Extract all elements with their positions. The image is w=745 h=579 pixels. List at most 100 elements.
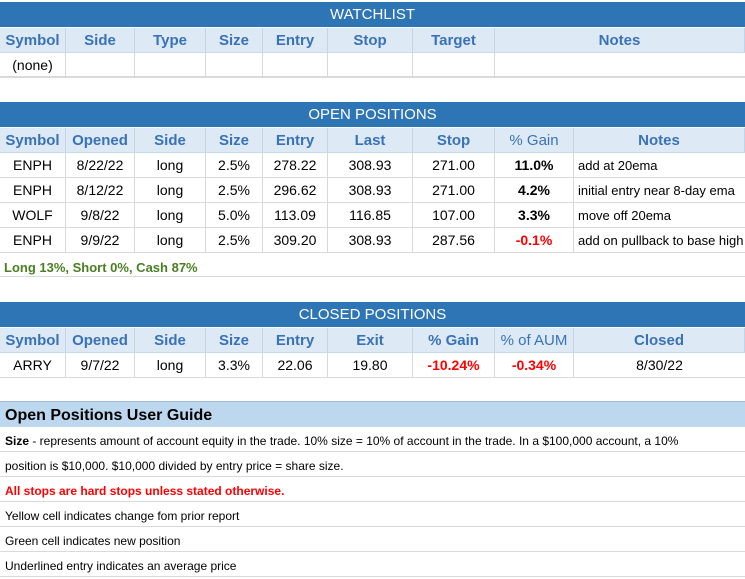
guide-size-text: - represents amount of account equity in… <box>29 434 679 448</box>
cell-entry[interactable]: 278.22 <box>263 153 328 177</box>
cell-symbol[interactable]: ENPH <box>0 153 66 177</box>
cell-opened[interactable]: 9/8/22 <box>66 203 135 227</box>
table-row: ENPH 9/9/22 long 2.5% 309.20 308.93 287.… <box>0 228 745 253</box>
cell-closed[interactable]: 8/30/22 <box>636 357 683 373</box>
col-closed: Closed <box>574 328 745 352</box>
cell-side[interactable]: long <box>135 178 206 202</box>
col-opened: Opened <box>66 128 135 152</box>
cell-side[interactable]: long <box>135 353 206 377</box>
table-row: ENPH 8/22/22 long 2.5% 278.22 308.93 271… <box>0 153 745 178</box>
cell-notes[interactable]: initial entry near 8-day ema <box>578 183 735 198</box>
cell-size[interactable]: 2.5% <box>206 228 263 252</box>
table-row: WOLF 9/8/22 long 5.0% 113.09 116.85 107.… <box>0 203 745 228</box>
cell-entry[interactable]: 296.62 <box>263 178 328 202</box>
cell-notes[interactable]: move off 20ema <box>578 208 671 223</box>
cell-stop[interactable]: 287.56 <box>413 228 495 252</box>
cell-size[interactable] <box>206 53 263 77</box>
watchlist-title: WATCHLIST <box>0 2 745 27</box>
col-size: Size <box>206 128 263 152</box>
cell-opened[interactable]: 9/7/22 <box>66 353 135 377</box>
cell-side[interactable]: long <box>135 153 206 177</box>
guide-title: Open Positions User Guide <box>0 401 745 427</box>
cell-opened[interactable]: 8/22/22 <box>66 153 135 177</box>
cell-opened[interactable]: 9/9/22 <box>66 228 135 252</box>
col-entry: Entry <box>263 328 328 352</box>
watchlist-header-row: Symbol Side Type Size Entry Stop Target … <box>0 28 745 53</box>
cell-entry[interactable]: 22.06 <box>263 353 328 377</box>
cell-side[interactable] <box>66 53 135 77</box>
col-opened: Opened <box>66 328 135 352</box>
cell-notes[interactable]: add at 20ema <box>578 158 658 173</box>
col-entry: Entry <box>263 28 328 52</box>
cell-entry[interactable]: 309.20 <box>263 228 328 252</box>
col-gain: % Gain <box>495 128 574 152</box>
col-aum: % of AUM <box>495 328 574 352</box>
cell-last[interactable]: 308.93 <box>328 178 413 202</box>
cell-stop[interactable]: 271.00 <box>413 178 495 202</box>
col-side: Side <box>66 28 135 52</box>
cell-stop[interactable]: 271.00 <box>413 153 495 177</box>
cell-gain[interactable]: 11.0% <box>495 153 574 177</box>
cell-symbol[interactable]: (none) <box>0 53 66 77</box>
cell-opened[interactable]: 8/12/22 <box>66 178 135 202</box>
table-row: ENPH 8/12/22 long 2.5% 296.62 308.93 271… <box>0 178 745 203</box>
col-symbol: Symbol <box>0 128 66 152</box>
open-positions-header-row: Symbol Opened Side Size Entry Last Stop … <box>0 128 745 153</box>
guide-size-line: Size - represents amount of account equi… <box>0 428 745 452</box>
cell-size[interactable]: 2.5% <box>206 178 263 202</box>
guide-stops-note: All stops are hard stops unless stated o… <box>0 478 745 502</box>
closed-positions-header-row: Symbol Opened Side Size Entry Exit % Gai… <box>0 328 745 353</box>
cell-exit[interactable]: 19.80 <box>328 353 413 377</box>
col-side: Side <box>135 128 206 152</box>
table-row: (none) <box>0 53 745 78</box>
col-stop: Stop <box>413 128 495 152</box>
cell-side[interactable]: long <box>135 203 206 227</box>
cell-last[interactable]: 308.93 <box>328 228 413 252</box>
guide-green-note: Green cell indicates new position <box>0 528 745 552</box>
allocation-summary: Long 13%, Short 0%, Cash 87% <box>4 260 198 275</box>
cell-gain[interactable]: 3.3% <box>495 203 574 227</box>
cell-stop[interactable]: 107.00 <box>413 203 495 227</box>
cell-stop[interactable] <box>328 53 413 77</box>
cell-symbol[interactable]: WOLF <box>0 203 66 227</box>
guide-yellow-note: Yellow cell indicates change fom prior r… <box>0 503 745 527</box>
col-type: Type <box>135 28 206 52</box>
cell-entry[interactable] <box>263 53 328 77</box>
col-size: Size <box>206 328 263 352</box>
col-entry: Entry <box>263 128 328 152</box>
col-target: Target <box>413 28 495 52</box>
col-size: Size <box>206 28 263 52</box>
closed-positions-title: CLOSED POSITIONS <box>0 302 745 327</box>
divider <box>0 276 745 277</box>
cell-last[interactable]: 308.93 <box>328 153 413 177</box>
col-side: Side <box>135 328 206 352</box>
cell-symbol[interactable]: ENPH <box>0 178 66 202</box>
cell-notes[interactable] <box>495 53 745 77</box>
table-row: ARRY 9/7/22 long 3.3% 22.06 19.80 -10.24… <box>0 353 745 378</box>
col-symbol: Symbol <box>0 28 66 52</box>
cell-notes[interactable]: add on pullback to base high <box>578 233 744 248</box>
cell-last[interactable]: 116.85 <box>328 203 413 227</box>
cell-type[interactable] <box>135 53 206 77</box>
cell-gain[interactable]: -0.1% <box>495 228 574 252</box>
cell-target[interactable] <box>413 53 495 77</box>
cell-size[interactable]: 3.3% <box>206 353 263 377</box>
col-symbol: Symbol <box>0 328 66 352</box>
guide-size-label: Size <box>5 434 30 448</box>
cell-symbol[interactable]: ENPH <box>0 228 66 252</box>
cell-aum[interactable]: -0.34% <box>495 353 574 377</box>
open-positions-title: OPEN POSITIONS <box>0 102 745 127</box>
cell-gain[interactable]: -10.24% <box>413 353 495 377</box>
col-gain: % Gain <box>413 328 495 352</box>
cell-symbol[interactable]: ARRY <box>0 353 66 377</box>
col-stop: Stop <box>328 28 413 52</box>
cell-side[interactable]: long <box>135 228 206 252</box>
cell-size[interactable]: 2.5% <box>206 153 263 177</box>
cell-size[interactable]: 5.0% <box>206 203 263 227</box>
divider <box>0 76 745 77</box>
col-notes: Notes <box>574 128 745 152</box>
cell-entry[interactable]: 113.09 <box>263 203 328 227</box>
col-exit: Exit <box>328 328 413 352</box>
guide-underline-note: Underlined entry indicates an average pr… <box>0 553 745 577</box>
cell-gain[interactable]: 4.2% <box>495 178 574 202</box>
